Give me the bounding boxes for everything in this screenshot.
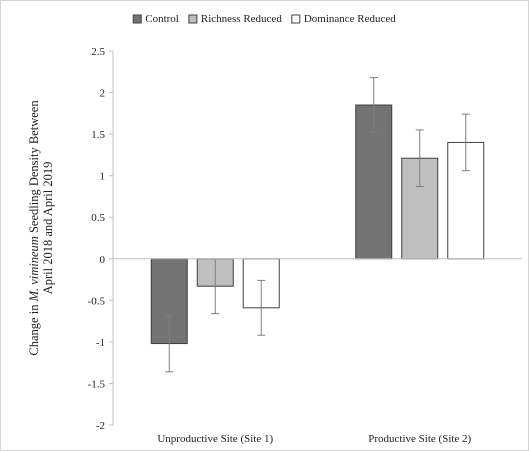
legend-swatch [188, 14, 198, 24]
category-labels: Unproductive Site (Site 1) Productive Sit… [157, 433, 471, 445]
y-tick-label: 2.5 [91, 46, 105, 58]
error-bar [369, 77, 378, 133]
y-tick-label: -0.5 [88, 295, 106, 307]
legend-label: Control [145, 13, 179, 25]
y-tick-label: 0 [100, 254, 106, 266]
legend-label: Dominance Reduced [304, 13, 396, 25]
y-tick-label: 1.5 [91, 129, 105, 141]
bars [150, 104, 485, 345]
category-label: Productive Site (Site 2) [368, 433, 471, 445]
y-tick-label: 0.5 [91, 212, 105, 224]
legend: Control Richness Reduced Dominance Reduced [132, 13, 396, 25]
legend-item-richness-reduced: Richness Reduced [188, 13, 282, 25]
y-tick-label: -1.5 [88, 378, 106, 390]
legend-item-control: Control [132, 13, 179, 25]
y-tick-label: -2 [96, 420, 105, 432]
legend-swatch [291, 14, 301, 24]
error-bar [415, 129, 424, 187]
y-axis-label: Change in M. vimineum Seedling Density B… [27, 100, 55, 356]
y-axis-ticks: -2 -1.5 -1 -0.5 0 0.5 1 1.5 2 2.5 [88, 46, 113, 432]
legend-swatch [132, 14, 142, 24]
error-bar [165, 314, 174, 373]
y-tick-label: 2 [100, 88, 106, 100]
error-bar [461, 113, 470, 172]
legend-item-dominance-reduced: Dominance Reduced [291, 13, 396, 25]
y-tick-label: 1 [100, 171, 106, 183]
category-label: Unproductive Site (Site 1) [157, 433, 273, 445]
y-tick-label: -1 [96, 337, 105, 349]
error-bar [257, 279, 266, 336]
legend-label: Richness Reduced [201, 13, 282, 25]
